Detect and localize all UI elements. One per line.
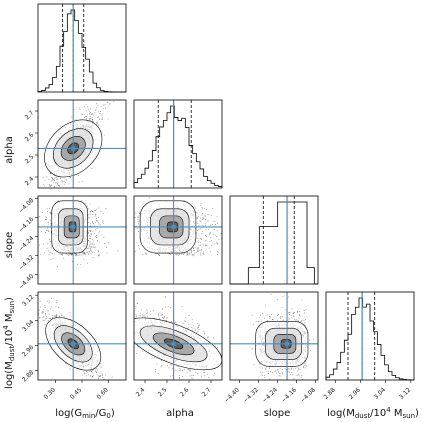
truth-marker-logG-logM (71, 341, 76, 346)
x-tick-label-alpha-3: 2.7 (201, 386, 213, 398)
x-tick-label-slope-1: −4.32 (242, 386, 260, 404)
truth-marker-logG-alpha (71, 146, 76, 151)
y-label-logM: log(Mdust/104 Msun) (2, 297, 16, 389)
panels-group: 2.42.52.62.7−4.40−4.32−4.24−4.16−4.080.3… (17, 3, 415, 404)
x-tick-label-logG-2: 0.60 (95, 386, 110, 401)
scatter-logG-logM (38, 292, 126, 380)
truth-marker-logG-slope (71, 224, 76, 229)
truth-marker-slope-logM (285, 341, 290, 346)
y-tick-label-logM-2: 3.04 (21, 319, 36, 334)
y-label-slope: slope (4, 232, 15, 259)
panel-frame-3-3 (325, 291, 415, 381)
y-tick-label-slope-2: −4.24 (17, 235, 35, 253)
x-tick-label-alpha-1: 2.5 (157, 386, 169, 398)
histogram-logM (325, 297, 415, 381)
scatter-alpha-slope (134, 196, 222, 284)
x-tick-label-slope-2: −4.24 (261, 386, 279, 404)
x-tick-label-logM-1: 2.96 (348, 386, 363, 401)
x-label-logM: log(Mdust/104 Msun) (327, 406, 419, 420)
scatter-slope-logM (230, 292, 318, 380)
y-tick-label-logM-3: 3.12 (21, 293, 36, 308)
histogram-slope (230, 201, 318, 285)
histogram-logG (37, 9, 127, 93)
panel-frame-1-1 (133, 99, 223, 189)
panel-frame-1-0 (37, 99, 127, 189)
y-tick-label-alpha-3: 2.7 (24, 109, 36, 121)
x-tick-label-logM-3: 3.12 (398, 386, 413, 401)
y-label-alpha: alpha (4, 136, 15, 164)
x-tick-label-slope-0: −4.40 (223, 386, 241, 404)
panel-frame-3-2 (229, 291, 319, 381)
x-label-alpha: alpha (166, 408, 194, 419)
y-tick-label-slope-1: −4.32 (17, 254, 35, 272)
scatter-logG-slope (38, 196, 126, 284)
x-tick-label-slope-3: −4.16 (280, 386, 298, 404)
y-tick-label-slope-4: −4.08 (17, 197, 35, 215)
x-tick-label-alpha-2: 2.6 (179, 386, 191, 398)
x-label-logG: log(Gmin/G0) (55, 408, 115, 420)
histogram-alpha (133, 105, 223, 188)
y-tick-label-logM-1: 2.96 (21, 344, 36, 359)
x-tick-label-logM-0: 2.88 (322, 386, 337, 401)
x-tick-label-logG-0: 0.30 (43, 386, 58, 401)
y-tick-label-alpha-2: 2.6 (24, 131, 36, 143)
x-label-slope: slope (264, 408, 291, 419)
y-tick-label-alpha-1: 2.5 (24, 153, 36, 165)
y-tick-label-slope-0: −4.40 (17, 273, 35, 291)
y-tick-label-alpha-0: 2.4 (24, 175, 36, 187)
panel-frame-0-0 (37, 3, 127, 93)
truth-marker-alpha-slope (171, 224, 176, 229)
x-tick-label-logM-2: 3.04 (373, 386, 388, 401)
panel-frame-2-2 (229, 195, 319, 285)
x-tick-label-alpha-0: 2.4 (135, 386, 147, 398)
panel-frame-2-1 (133, 195, 223, 285)
scatter-alpha-logM (134, 292, 222, 380)
y-tick-label-slope-3: −4.16 (17, 216, 35, 234)
truth-marker-alpha-logM (171, 341, 176, 346)
panel-frame-2-0 (37, 195, 127, 285)
scatter-logG-alpha (38, 100, 126, 188)
y-tick-label-logM-0: 2.88 (21, 369, 36, 384)
x-tick-label-slope-4: −4.08 (299, 386, 317, 404)
x-tick-label-logG-1: 0.45 (69, 386, 84, 401)
panel-frame-3-1 (133, 291, 223, 381)
axis-labels: log(Gmin/G0) alpha slope log(Mdust/104 M… (2, 136, 419, 420)
